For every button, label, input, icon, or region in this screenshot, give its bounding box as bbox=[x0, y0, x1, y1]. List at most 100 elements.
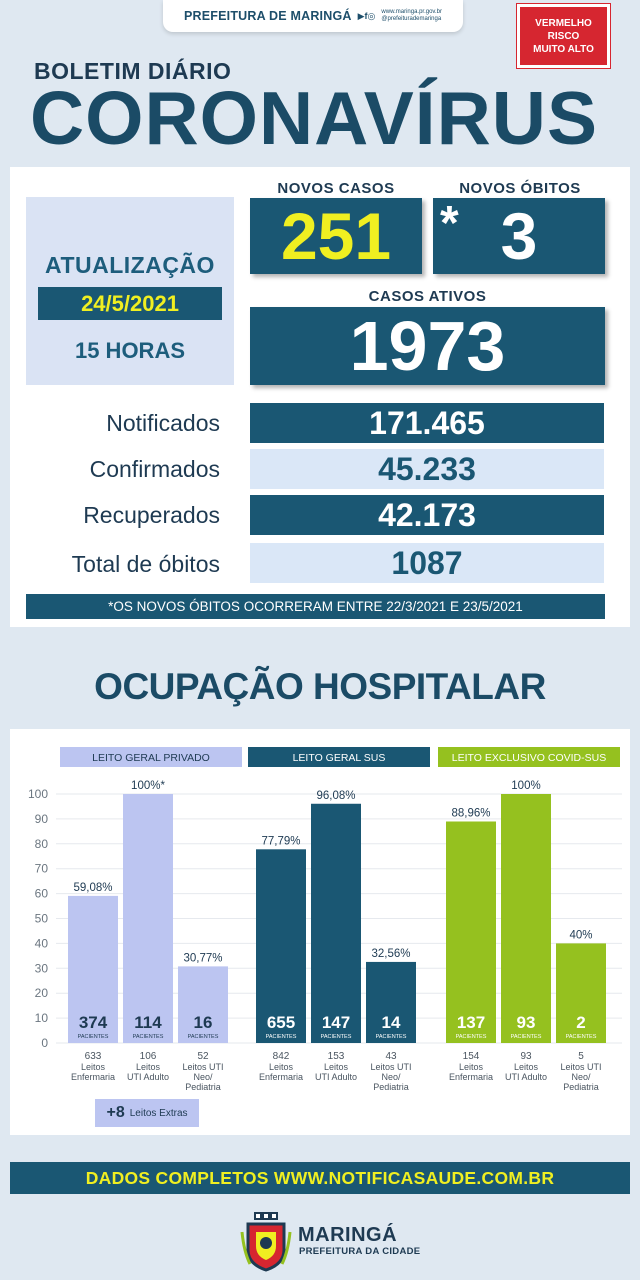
bar-bed-type: Pediatria bbox=[185, 1082, 221, 1092]
confirmed-value: 45.233 bbox=[250, 449, 604, 489]
bar-patients-count: 2 bbox=[576, 1013, 585, 1032]
social-icons: ▶f◎ bbox=[357, 10, 376, 21]
bar-bed-count: 52 bbox=[197, 1051, 209, 1062]
y-tick-label: 100 bbox=[28, 787, 48, 801]
bar-patients-count: 137 bbox=[457, 1013, 485, 1032]
bar-patients-count: 147 bbox=[322, 1013, 350, 1032]
risk-severity: MUITO ALTO bbox=[533, 43, 594, 55]
site-url: www.maringa.pr.gov.br bbox=[381, 9, 442, 15]
bar-percent-label: 30,77% bbox=[183, 952, 222, 964]
risk-level: VERMELHO bbox=[535, 17, 592, 29]
footer-link-bar: DADOS COMPLETOS WWW.NOTIFICASAUDE.COM.BR bbox=[10, 1162, 630, 1194]
chart-bar bbox=[178, 966, 228, 1043]
bar-bed-count: 154 bbox=[463, 1051, 480, 1062]
bar-patients-label: PACIENTES bbox=[188, 1034, 219, 1040]
chart-bar bbox=[123, 794, 173, 1043]
y-tick-label: 0 bbox=[41, 1036, 48, 1050]
bar-bed-type: Leitos bbox=[81, 1062, 106, 1072]
hospital-chart-panel: 0 10 20 30 40 50 60 70 80 90 100 LEITO GERAL PRIVAD… bbox=[10, 729, 630, 1135]
hospital-section-title: OCUPAÇÃO HOSPITALAR bbox=[94, 666, 546, 707]
y-tick-label: 80 bbox=[35, 837, 49, 851]
bar-bed-count: 5 bbox=[578, 1051, 584, 1062]
bar-patients-count: 14 bbox=[382, 1013, 401, 1032]
group-header-label: LEITO GERAL PRIVADO bbox=[92, 752, 210, 764]
bar-patients-label: PACIENTES bbox=[133, 1034, 164, 1040]
bar-patients-count: 93 bbox=[517, 1013, 536, 1032]
y-tick-label: 10 bbox=[35, 1011, 49, 1025]
bar-bed-type: Enfermaria bbox=[449, 1072, 493, 1082]
bar-bed-count: 633 bbox=[85, 1051, 102, 1062]
bar-bed-type: UTI Adulto bbox=[315, 1072, 357, 1082]
group-header-bg bbox=[248, 747, 430, 767]
chart-bar bbox=[256, 849, 306, 1043]
extra-beds-count: +8 bbox=[106, 1104, 125, 1121]
y-tick-label: 40 bbox=[35, 936, 49, 950]
bar-bed-type: Neo/ bbox=[193, 1072, 213, 1082]
bar-bed-count: 43 bbox=[385, 1051, 397, 1062]
new-deaths-footnote-marker: * bbox=[440, 197, 459, 250]
chart-bar bbox=[446, 821, 496, 1043]
bar-percent-label: 100% bbox=[511, 780, 540, 792]
new-cases-box: 251 bbox=[250, 198, 422, 274]
bar-bed-type: Leitos UTI bbox=[560, 1062, 601, 1072]
footnote-text: *OS NOVOS ÓBITOS OCORRERAM ENTRE 22/3/20… bbox=[108, 599, 523, 614]
bar-bed-type: Leitos UTI bbox=[370, 1062, 411, 1072]
site-links: www.maringa.pr.gov.br @prefeiturademarin… bbox=[381, 9, 442, 23]
chart-bar bbox=[556, 943, 606, 1043]
bulletin-label: BOLETIM DIÁRIO bbox=[34, 58, 232, 84]
bar-patients-label: PACIENTES bbox=[511, 1034, 542, 1040]
bar-percent-label: 96,08% bbox=[316, 790, 355, 802]
group-header-bg bbox=[60, 747, 242, 767]
social-handle: @prefeiturademaringa bbox=[381, 16, 442, 22]
y-tick-label: 50 bbox=[35, 912, 49, 926]
bar-bed-type: Pediatria bbox=[373, 1082, 409, 1092]
y-tick-label: 60 bbox=[35, 887, 49, 901]
city-subtitle: PREFEITURA DA CIDADE bbox=[299, 1246, 421, 1257]
update-date: 24/5/2021 bbox=[81, 290, 179, 316]
deaths-footnote: *OS NOVOS ÓBITOS OCORRERAM ENTRE 22/3/20… bbox=[26, 594, 605, 619]
bar-patients-label: PACIENTES bbox=[566, 1034, 597, 1040]
bar-patients-label: PACIENTES bbox=[456, 1034, 487, 1040]
update-time: 15 HORAS bbox=[74, 338, 186, 363]
active-cases-box: 1973 bbox=[250, 307, 605, 385]
chart-bar bbox=[501, 794, 551, 1043]
new-deaths-box: 3 bbox=[433, 198, 605, 274]
bar-patients-count: 374 bbox=[79, 1013, 108, 1032]
bar-bed-count: 842 bbox=[273, 1051, 290, 1062]
bar-bed-type: Leitos bbox=[459, 1062, 484, 1072]
chart-bar bbox=[311, 803, 361, 1043]
bar-percent-label: 88,96% bbox=[451, 807, 490, 819]
y-tick-label: 20 bbox=[35, 986, 49, 1000]
bar-bed-type: Pediatria bbox=[563, 1082, 599, 1092]
bar-bed-type: UTI Adulto bbox=[127, 1072, 169, 1082]
bar-bed-type: Leitos bbox=[136, 1062, 161, 1072]
bar-bed-type: UTI Adulto bbox=[505, 1072, 547, 1082]
bar-bed-count: 106 bbox=[140, 1051, 157, 1062]
page-title: CORONAVÍRUS bbox=[30, 76, 598, 160]
y-tick-label: 30 bbox=[35, 961, 49, 975]
group-header-bg bbox=[438, 747, 620, 767]
group-header-label: LEITO GERAL SUS bbox=[293, 752, 386, 764]
chart-bar bbox=[68, 895, 118, 1043]
total-deaths-label: Total de óbitos bbox=[71, 551, 220, 577]
new-cases-label: NOVOS CASOS bbox=[277, 180, 395, 197]
group-header-label: LEITO EXCLUSIVO COVID-SUS bbox=[452, 752, 606, 764]
organization-name: PREFEITURA DE MARINGÁ bbox=[183, 9, 352, 23]
bar-bed-type: Leitos bbox=[269, 1062, 294, 1072]
new-deaths-value: 3 bbox=[500, 199, 538, 273]
active-cases-value: 1973 bbox=[349, 307, 506, 385]
risk-word: RISCO bbox=[547, 30, 580, 42]
bar-percent-label: 77,79% bbox=[261, 835, 300, 847]
recovered-label: Recuperados bbox=[83, 502, 220, 528]
update-label: ATUALIZAÇÃO bbox=[45, 252, 215, 278]
notified-label: Notificados bbox=[106, 410, 220, 436]
confirmed-label: Confirmados bbox=[89, 456, 220, 482]
bar-bed-type: Enfermaria bbox=[71, 1072, 115, 1082]
extra-beds-box: +8 Leitos Extras bbox=[95, 1099, 199, 1127]
bar-percent-label: 32,56% bbox=[371, 948, 410, 960]
active-cases-label: CASOS ATIVOS bbox=[368, 288, 487, 305]
bar-percent-label: 40% bbox=[569, 929, 592, 941]
bar-patients-count: 655 bbox=[267, 1013, 295, 1032]
bar-bed-type: Enfermaria bbox=[259, 1072, 303, 1082]
bar-bed-type: Leitos UTI bbox=[182, 1062, 223, 1072]
